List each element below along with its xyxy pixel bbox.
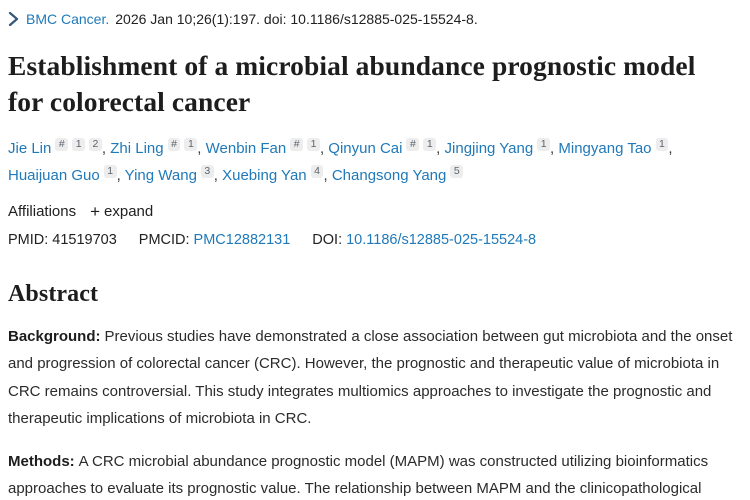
author: Mingyang Tao 1 xyxy=(558,137,669,157)
pmid-group: PMID: 41519703 xyxy=(8,232,117,248)
background-label: Background: xyxy=(8,327,101,345)
author: Changsong Yang 5 xyxy=(331,164,464,184)
author-link[interactable]: Jie Lin xyxy=(8,139,52,157)
pmcid-label: PMCID: xyxy=(138,231,190,248)
author-link[interactable]: Wenbin Fan xyxy=(205,139,287,157)
author: Jingjing Yang 1 xyxy=(444,137,551,157)
affiliations-expand-button[interactable]: + expand xyxy=(90,202,153,222)
expand-label: expand xyxy=(104,203,154,220)
author: Ying Wang 3 xyxy=(124,164,214,184)
author-affiliation-badge: # xyxy=(406,137,420,151)
author-separator: , xyxy=(197,139,206,157)
author-affiliation-badge: 1 xyxy=(103,164,117,178)
doi-group: DOI: 10.1186/s12885-025-15524-8 xyxy=(312,232,536,248)
author: Xuebing Yan 4 xyxy=(222,164,324,184)
author-separator: , xyxy=(323,166,332,184)
author-separator: , xyxy=(319,139,329,157)
abstract-heading: Abstract xyxy=(8,280,99,307)
author-link[interactable]: Jingjing Yang xyxy=(444,139,534,157)
author-link[interactable]: Huaijuan Guo xyxy=(8,166,100,184)
author-affiliation-badge: # xyxy=(55,137,69,151)
author: Qinyun Cai #1 xyxy=(328,137,437,157)
author-affiliation-badge: 4 xyxy=(310,164,324,178)
author-separator: , xyxy=(550,139,559,157)
author-affiliation-badge: # xyxy=(167,137,181,151)
author-affiliation-badge: 3 xyxy=(200,164,214,178)
identifiers-row: PMID: 41519703 PMCID: PMC12882131 DOI: 10.1… xyxy=(8,232,736,248)
author-separator: , xyxy=(436,139,445,157)
pmid-value: 41519703 xyxy=(52,231,117,248)
abstract-paragraph-methods: Methods: A CRC microbial abundance progno… xyxy=(8,448,736,500)
methods-text: A CRC microbial abundance prognostic mod… xyxy=(8,452,709,498)
abstract-paragraph-background: Background: Previous studies have demonst… xyxy=(8,323,736,433)
authors-list: Jie Lin #1 2, Zhi Ling #1, Wenbin Fan #1, Qi… xyxy=(8,135,736,189)
journal-toggle-button[interactable] xyxy=(8,12,19,26)
author-affiliation-badge: 1 xyxy=(537,137,551,151)
author: Jie Lin #1 2 xyxy=(8,137,102,157)
author-separator: , xyxy=(116,166,125,184)
author: Huaijuan Guo 1 xyxy=(8,164,117,184)
article-title: Establishment of a microbial abundance p… xyxy=(8,50,696,117)
author-affiliation-badge: 1 xyxy=(423,137,437,151)
author-link[interactable]: Ying Wang xyxy=(124,166,197,184)
author-link[interactable]: Mingyang Tao xyxy=(558,139,652,157)
affiliations-row: Affiliations + expand xyxy=(8,202,736,222)
author: Wenbin Fan #1 xyxy=(205,137,320,157)
author-affiliation-badge: 1 xyxy=(72,137,86,151)
background-text: Previous studies have demonstrated a clo… xyxy=(8,327,733,428)
author: Zhi Ling #1 xyxy=(110,137,198,157)
author-link[interactable]: Xuebing Yan xyxy=(222,166,307,184)
pmid-label: PMID: xyxy=(8,231,49,248)
affiliations-label: Affiliations xyxy=(8,203,77,220)
author-affiliation-badge: 5 xyxy=(450,164,464,178)
citation-details: 2026 Jan 10;26(1):197. doi: 10.1186/s128… xyxy=(115,11,478,27)
methods-label: Methods: xyxy=(8,452,75,470)
author-link[interactable]: Changsong Yang xyxy=(331,166,447,184)
doi-link[interactable]: 10.1186/s12885-025-15524-8 xyxy=(346,231,537,248)
author-affiliation-badge: 1 xyxy=(307,137,320,151)
author-affiliation-badge: 1 xyxy=(655,137,669,151)
plus-icon: + xyxy=(90,201,101,221)
author-affiliation-badge: 2 xyxy=(89,137,102,151)
journal-citation-row: BMC Cancer. 2026 Jan 10;26(1):197. doi: … xyxy=(8,9,736,29)
pmcid-group: PMCID: PMC12882131 xyxy=(139,232,291,248)
author-separator: , xyxy=(101,139,111,157)
author-link[interactable]: Zhi Ling xyxy=(110,139,164,157)
author-link[interactable]: Qinyun Cai xyxy=(328,139,403,157)
author-separator: , xyxy=(668,139,673,157)
author-affiliation-badge: 1 xyxy=(184,137,198,151)
chevron-right-icon xyxy=(8,12,19,26)
pmcid-link[interactable]: PMC12882131 xyxy=(193,231,291,248)
doi-label: DOI: xyxy=(312,231,343,248)
author-affiliation-badge: # xyxy=(290,137,304,151)
author-separator: , xyxy=(213,166,223,184)
journal-link[interactable]: BMC Cancer. xyxy=(26,11,110,27)
